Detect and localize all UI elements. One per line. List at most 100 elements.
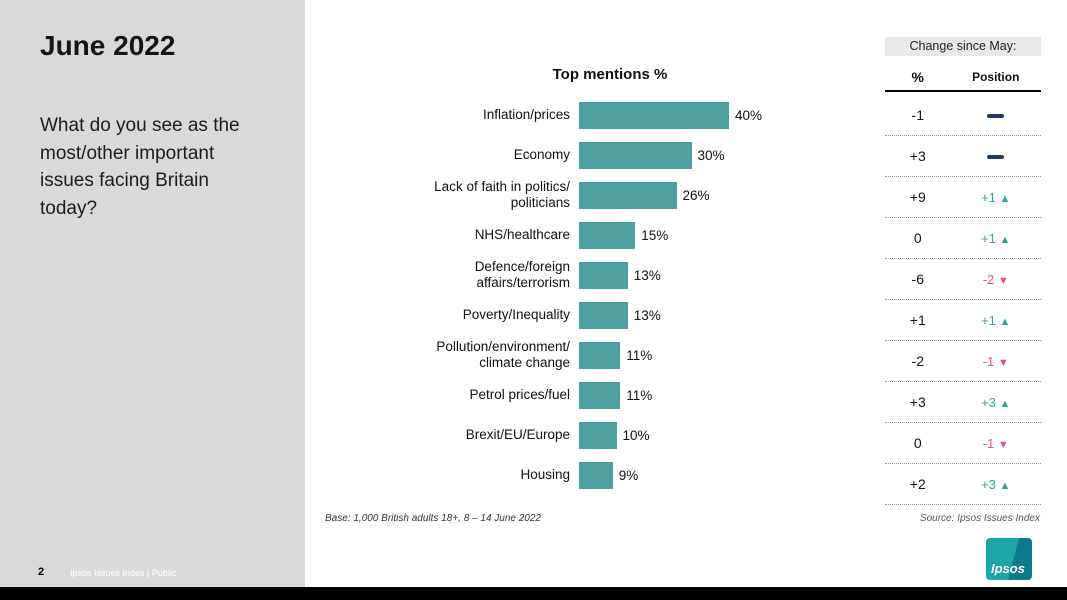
position-change-value: +3 [981,476,1000,492]
chart-category-label: Pollution/environment/ climate change [436,339,570,370]
chart-value-label: 9% [618,467,639,483]
position-change-value: -1 [982,353,998,369]
chart-bar [579,141,692,169]
chart-bar-track: 10% [579,421,880,449]
change-percent-value: +3 [909,394,926,410]
chart-bar [579,181,677,209]
chart-value-label: 11% [626,347,653,363]
chart-bar-track: 11% [579,381,880,409]
chart-row: Economy 30% [305,135,880,175]
chart-bar-track: 13% [579,261,880,289]
chart-row: NHS/healthcare 15% [305,215,880,255]
chart-rows: Inflation/prices 40% Economy 30% Lack of… [305,95,880,495]
change-position-value [951,149,1041,164]
chart-category-label: Brexit/EU/Europe [465,427,570,443]
position-change-value: -2 [982,271,998,287]
chart-bar-track: 9% [579,461,880,489]
chart-category-label: Housing [520,467,570,483]
change-rows: -1 +3 +9 +1 ▲ 0 +1 ▲ -6 -2 ▼ +1 +1 ▲ -2 … [885,95,1041,505]
ipsos-logo-text: Ipsos [991,561,1025,576]
change-row: -2 -1 ▼ [885,341,1041,382]
chart-bar [579,221,636,249]
chart-value-label: 13% [633,267,661,283]
change-percent-value: +1 [909,312,926,328]
chart-bar [579,261,628,289]
chart-row: Petrol prices/fuel 11% [305,375,880,415]
position-change-value: +1 [981,189,1000,205]
change-percent-value: +2 [909,476,926,492]
sidebar [0,0,305,587]
chart-row: Brexit/EU/Europe 10% [305,415,880,455]
change-position-value: -2 ▼ [951,272,1041,287]
survey-question: What do you see as the most/other import… [40,115,240,219]
chart-bar [579,301,628,329]
chart-category-label: Inflation/prices [482,107,570,123]
change-row: -6 -2 ▼ [885,259,1041,300]
change-position-value: +1 ▲ [951,190,1041,205]
change-percent-value: 0 [913,230,922,246]
chart-row: Inflation/prices 40% [305,95,880,135]
chart-category-label: Petrol prices/fuel [469,387,570,403]
chart-value-label: 26% [682,187,710,203]
chart-bar [579,341,621,369]
chart-bar-track: 11% [579,341,880,369]
chart-bar [579,381,621,409]
chart-value-label: 15% [641,227,669,243]
position-change-value: -1 [982,435,998,451]
change-row: 0 +1 ▲ [885,218,1041,259]
chart-title: Top mentions % [552,66,668,83]
change-position-value: +1 ▲ [951,313,1041,328]
chart-category-label: NHS/healthcare [474,227,570,243]
position-change-value: +3 [981,394,1000,410]
base-note: Base: 1,000 British adults 18+, 8 – 14 J… [325,513,541,524]
chart-bar [579,421,617,449]
ipsos-logo: Ipsos [986,538,1032,580]
chart-bar [579,101,729,129]
change-percent-value: -6 [911,271,924,287]
bottom-bar [0,587,1067,600]
chart-row: Defence/foreign affairs/terrorism 13% [305,255,880,295]
chart-category-label: Economy [513,147,570,163]
chart-row: Lack of faith in politics/ politicians 2… [305,175,880,215]
change-row: 0 -1 ▼ [885,423,1041,464]
chart-bar-track: 13% [579,301,880,329]
chart-bar-track: 30% [579,141,880,169]
chart-value-label: 40% [735,107,763,123]
source-note: Source: Ipsos Issues Index [919,513,1040,524]
chart-bar-track: 40% [579,101,880,129]
no-change-dash-icon [987,155,1005,160]
chart-value-label: 13% [633,307,661,323]
up-arrow-icon: ▲ [999,397,1011,410]
down-arrow-icon: ▼ [997,438,1009,451]
change-percent-value: 0 [913,435,922,451]
change-row: +2 +3 ▲ [885,464,1041,505]
chart-bar-track: 26% [579,181,880,209]
change-position-value: -1 ▼ [951,436,1041,451]
down-arrow-icon: ▼ [997,356,1009,369]
change-percent-value: -1 [911,107,924,123]
chart-row: Poverty/Inequality 13% [305,295,880,335]
chart-value-label: 10% [622,427,650,443]
change-table-column-headers: % Position [885,63,1041,92]
change-position-value [951,108,1041,123]
no-change-dash-icon [987,114,1005,119]
change-percent-value: +3 [909,148,926,164]
chart-value-label: 11% [626,387,653,403]
change-row: +3 +3 ▲ [885,382,1041,423]
chart-row: Housing 9% [305,455,880,495]
slide-title: June 2022 [40,30,176,61]
change-position-value: +3 ▲ [951,477,1041,492]
change-percent-value: -2 [911,353,924,369]
chart-value-label: 30% [697,147,725,163]
change-since-may-header: Change since May: [885,37,1041,56]
change-position-value: +1 ▲ [951,231,1041,246]
chart-row: Pollution/environment/ climate change 11… [305,335,880,375]
percent-column-header: % [911,68,924,85]
footer-classification: Ipsos Issues Index | Public [70,568,177,578]
chart-category-label: Lack of faith in politics/ politicians [434,179,570,210]
down-arrow-icon: ▼ [997,274,1009,287]
chart-category-label: Poverty/Inequality [462,307,570,323]
change-row: +1 +1 ▲ [885,300,1041,341]
change-percent-value: +9 [909,189,926,205]
